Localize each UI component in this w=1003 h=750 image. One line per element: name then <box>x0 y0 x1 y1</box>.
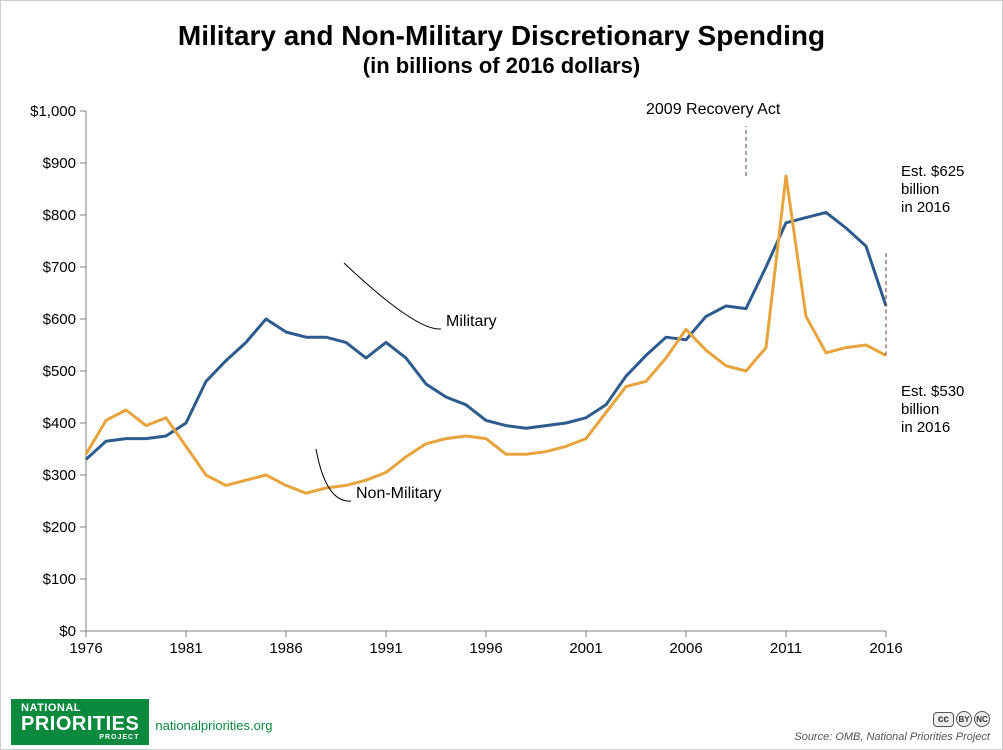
logo-sub: PROJECT <box>21 734 139 741</box>
svg-text:$0: $0 <box>59 623 76 640</box>
svg-text:$400: $400 <box>43 415 76 432</box>
svg-text:1981: 1981 <box>169 640 202 657</box>
svg-text:1991: 1991 <box>369 640 402 657</box>
svg-text:$300: $300 <box>43 467 76 484</box>
svg-text:1986: 1986 <box>269 640 302 657</box>
anno-est_bottom-l0: Est. $530 <box>901 383 964 400</box>
source-text: Source: OMB, National Priorities Project <box>794 731 990 743</box>
logo-main: PRIORITIES <box>21 714 139 734</box>
svg-text:$100: $100 <box>43 571 76 588</box>
svg-text:$1,000: $1,000 <box>30 103 76 120</box>
footer-url: nationalpriorities.org <box>155 718 272 733</box>
svg-text:$500: $500 <box>43 363 76 380</box>
anno-est_top-l0: Est. $625 <box>901 163 964 180</box>
svg-text:$900: $900 <box>43 155 76 172</box>
chart-area: $0$100$200$300$400$500$600$700$800$900$1… <box>86 101 886 661</box>
svg-text:$700: $700 <box>43 259 76 276</box>
svg-text:1996: 1996 <box>469 640 502 657</box>
cc-icon: cc <box>933 712 954 727</box>
footer: NATIONAL PRIORITIES PROJECT nationalprio… <box>1 701 1002 749</box>
chart-subtitle: (in billions of 2016 dollars) <box>1 53 1002 79</box>
anno-est_top-l1: billion <box>901 181 939 198</box>
svg-text:2016: 2016 <box>869 640 902 657</box>
anno-est_bottom-l1: billion <box>901 401 939 418</box>
svg-text:1976: 1976 <box>69 640 102 657</box>
cc-by-icon: BY <box>956 711 972 727</box>
label-military_label: Military <box>446 313 497 330</box>
svg-text:$600: $600 <box>43 311 76 328</box>
anno-recovery_act: 2009 Recovery Act <box>646 101 781 118</box>
chart-title: Military and Non-Military Discretionary … <box>1 19 1002 53</box>
svg-text:2001: 2001 <box>569 640 602 657</box>
npp-logo: NATIONAL PRIORITIES PROJECT <box>11 699 149 745</box>
anno-est_top-l2: in 2016 <box>901 199 950 216</box>
label-nonmilitary_label: Non-Military <box>356 485 441 502</box>
svg-text:2006: 2006 <box>669 640 702 657</box>
line-chart: $0$100$200$300$400$500$600$700$800$900$1… <box>86 101 886 661</box>
svg-text:$800: $800 <box>43 207 76 224</box>
svg-text:2011: 2011 <box>770 640 802 657</box>
cc-nc-icon: NC <box>974 711 990 727</box>
cc-license: cc BY NC <box>933 711 990 727</box>
series-non-military <box>86 176 886 493</box>
svg-text:$200: $200 <box>43 519 76 536</box>
anno-est_bottom-l2: in 2016 <box>901 419 950 436</box>
